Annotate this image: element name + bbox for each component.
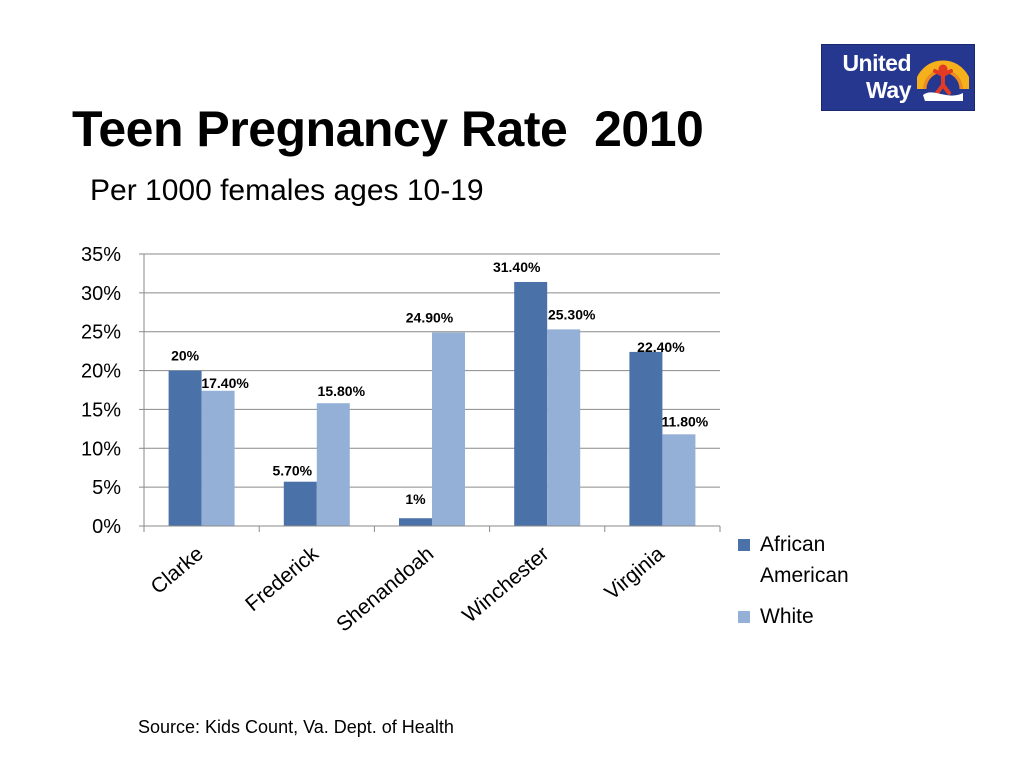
chart-legend: African American White bbox=[738, 529, 888, 642]
bar bbox=[168, 370, 202, 526]
bar bbox=[514, 281, 548, 526]
x-category-label: Clarke bbox=[147, 542, 208, 599]
logo-text: United Way bbox=[827, 50, 911, 104]
x-category-label: Virginia bbox=[600, 542, 668, 605]
y-tick-label: 5% bbox=[92, 477, 121, 499]
bar bbox=[201, 390, 235, 526]
y-tick-label: 25% bbox=[81, 322, 121, 344]
data-label: 1% bbox=[405, 491, 426, 507]
bar bbox=[316, 403, 350, 526]
data-label: 22.40% bbox=[637, 339, 685, 355]
bar bbox=[399, 518, 432, 526]
data-label: 15.80% bbox=[318, 383, 366, 399]
x-category-label: Frederick bbox=[241, 542, 323, 616]
logo-line-2: Way bbox=[866, 77, 911, 103]
y-tick-label: 10% bbox=[81, 438, 121, 460]
source-note: Source: Kids Count, Va. Dept. of Health bbox=[138, 717, 454, 737]
y-tick-label: 0% bbox=[92, 516, 121, 538]
bar bbox=[432, 332, 465, 526]
y-tick-label: 15% bbox=[81, 399, 121, 421]
legend-label-african-american: African American bbox=[760, 533, 849, 587]
x-category-label: Winchester bbox=[458, 542, 553, 627]
y-tick-label: 35% bbox=[81, 244, 121, 266]
y-tick-label: 30% bbox=[81, 283, 121, 305]
legend-swatch-white bbox=[738, 611, 750, 623]
logo-line-1: United bbox=[842, 50, 911, 76]
data-label: 17.40% bbox=[201, 375, 249, 391]
legend-label-white: White bbox=[760, 605, 814, 628]
bar bbox=[547, 329, 581, 526]
y-tick-label: 20% bbox=[81, 361, 121, 383]
data-label: 24.90% bbox=[406, 309, 454, 325]
bar bbox=[662, 434, 696, 526]
bar bbox=[629, 351, 663, 526]
legend-item-african-american: African American bbox=[738, 529, 888, 591]
x-category-label: Shenandoah bbox=[332, 542, 438, 636]
data-label: 25.30% bbox=[548, 306, 596, 322]
legend-item-white: White bbox=[738, 601, 888, 632]
united-way-logo: United Way bbox=[821, 44, 975, 111]
page-subtitle: Per 1000 females ages 10-19 bbox=[90, 174, 484, 207]
data-label: 20% bbox=[171, 348, 200, 364]
bar bbox=[283, 481, 317, 526]
data-label: 31.40% bbox=[493, 259, 541, 275]
data-label: 11.80% bbox=[662, 413, 709, 429]
data-label: 5.70% bbox=[272, 463, 312, 479]
legend-swatch-african-american bbox=[738, 539, 750, 551]
page-title: Teen Pregnancy Rate 2010 bbox=[72, 101, 704, 157]
united-way-hand-icon bbox=[917, 60, 969, 101]
